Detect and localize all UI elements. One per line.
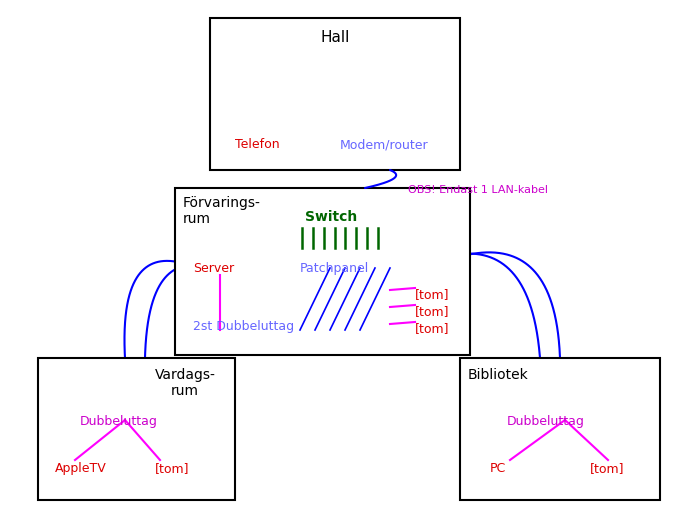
- Text: Patchpanel: Patchpanel: [300, 262, 370, 275]
- Text: Hall: Hall: [321, 30, 350, 45]
- Text: Vardags-
rum: Vardags- rum: [155, 368, 216, 398]
- Text: 2st Dubbeluttag: 2st Dubbeluttag: [193, 320, 294, 333]
- Text: Switch: Switch: [305, 210, 357, 224]
- Text: Modem/router: Modem/router: [340, 138, 428, 151]
- Text: OBS! Endast 1 LAN-kabel: OBS! Endast 1 LAN-kabel: [408, 185, 548, 195]
- Text: [tom]: [tom]: [155, 462, 190, 475]
- Text: AppleTV: AppleTV: [55, 462, 106, 475]
- Text: Bibliotek: Bibliotek: [468, 368, 528, 382]
- Text: Förvarings-
rum: Förvarings- rum: [183, 196, 261, 226]
- Text: [tom]: [tom]: [415, 288, 449, 301]
- Bar: [210, 18, 460, 170]
- Text: [tom]: [tom]: [415, 305, 449, 318]
- Bar: [175, 188, 470, 355]
- Bar: [38, 358, 235, 500]
- Text: [tom]: [tom]: [590, 462, 624, 475]
- Bar: [460, 358, 660, 500]
- Text: Telefon: Telefon: [235, 138, 279, 151]
- Text: Dubbeluttag: Dubbeluttag: [80, 415, 158, 428]
- Text: Server: Server: [193, 262, 234, 275]
- Text: PC: PC: [490, 462, 506, 475]
- Text: Dubbeluttag: Dubbeluttag: [507, 415, 585, 428]
- Text: [tom]: [tom]: [415, 322, 449, 335]
